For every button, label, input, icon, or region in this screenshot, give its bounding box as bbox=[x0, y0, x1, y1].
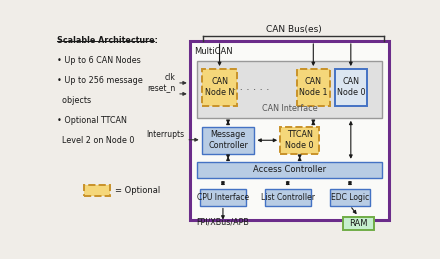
Text: TTCAN
Node 0: TTCAN Node 0 bbox=[286, 130, 314, 150]
Text: • Up to 6 CAN Nodes: • Up to 6 CAN Nodes bbox=[57, 56, 140, 65]
FancyBboxPatch shape bbox=[343, 217, 374, 229]
Text: Scalable Architecture:: Scalable Architecture: bbox=[57, 36, 158, 45]
Text: RAM: RAM bbox=[349, 219, 368, 227]
Text: CAN
Node 0: CAN Node 0 bbox=[337, 77, 365, 97]
FancyBboxPatch shape bbox=[197, 162, 382, 178]
FancyBboxPatch shape bbox=[334, 69, 367, 106]
FancyBboxPatch shape bbox=[84, 185, 110, 196]
Text: CAN
Node 1: CAN Node 1 bbox=[299, 77, 327, 97]
FancyBboxPatch shape bbox=[330, 189, 370, 206]
Text: Level 2 on Node 0: Level 2 on Node 0 bbox=[57, 136, 134, 145]
Text: CAN
Node N: CAN Node N bbox=[205, 77, 234, 97]
Text: reset_n: reset_n bbox=[147, 84, 175, 93]
Text: CAN Interface: CAN Interface bbox=[262, 104, 317, 113]
Text: • Optional TTCAN: • Optional TTCAN bbox=[57, 116, 127, 125]
Text: Interrupts: Interrupts bbox=[147, 130, 185, 139]
FancyBboxPatch shape bbox=[197, 61, 382, 118]
Text: • Up to 256 message: • Up to 256 message bbox=[57, 76, 143, 85]
Text: CAN Bus(es): CAN Bus(es) bbox=[266, 25, 322, 34]
FancyBboxPatch shape bbox=[280, 127, 319, 154]
Text: CPU Interface: CPU Interface bbox=[197, 193, 249, 202]
Text: MultiCAN: MultiCAN bbox=[194, 47, 232, 56]
FancyBboxPatch shape bbox=[297, 69, 330, 106]
FancyBboxPatch shape bbox=[202, 69, 238, 106]
Text: clk: clk bbox=[164, 73, 175, 82]
Text: FPI/XBus/APB: FPI/XBus/APB bbox=[197, 217, 249, 226]
Text: objects: objects bbox=[57, 96, 91, 105]
Text: . . . . . .: . . . . . . bbox=[233, 82, 269, 92]
Text: = Optional: = Optional bbox=[115, 186, 160, 195]
Text: Access Controller: Access Controller bbox=[253, 165, 326, 174]
Text: EDC Logic: EDC Logic bbox=[331, 193, 369, 202]
FancyBboxPatch shape bbox=[200, 189, 246, 206]
Text: List Controller: List Controller bbox=[261, 193, 315, 202]
Text: Message
Controller: Message Controller bbox=[208, 130, 248, 150]
FancyBboxPatch shape bbox=[265, 189, 311, 206]
FancyBboxPatch shape bbox=[190, 41, 389, 220]
FancyBboxPatch shape bbox=[202, 127, 254, 154]
